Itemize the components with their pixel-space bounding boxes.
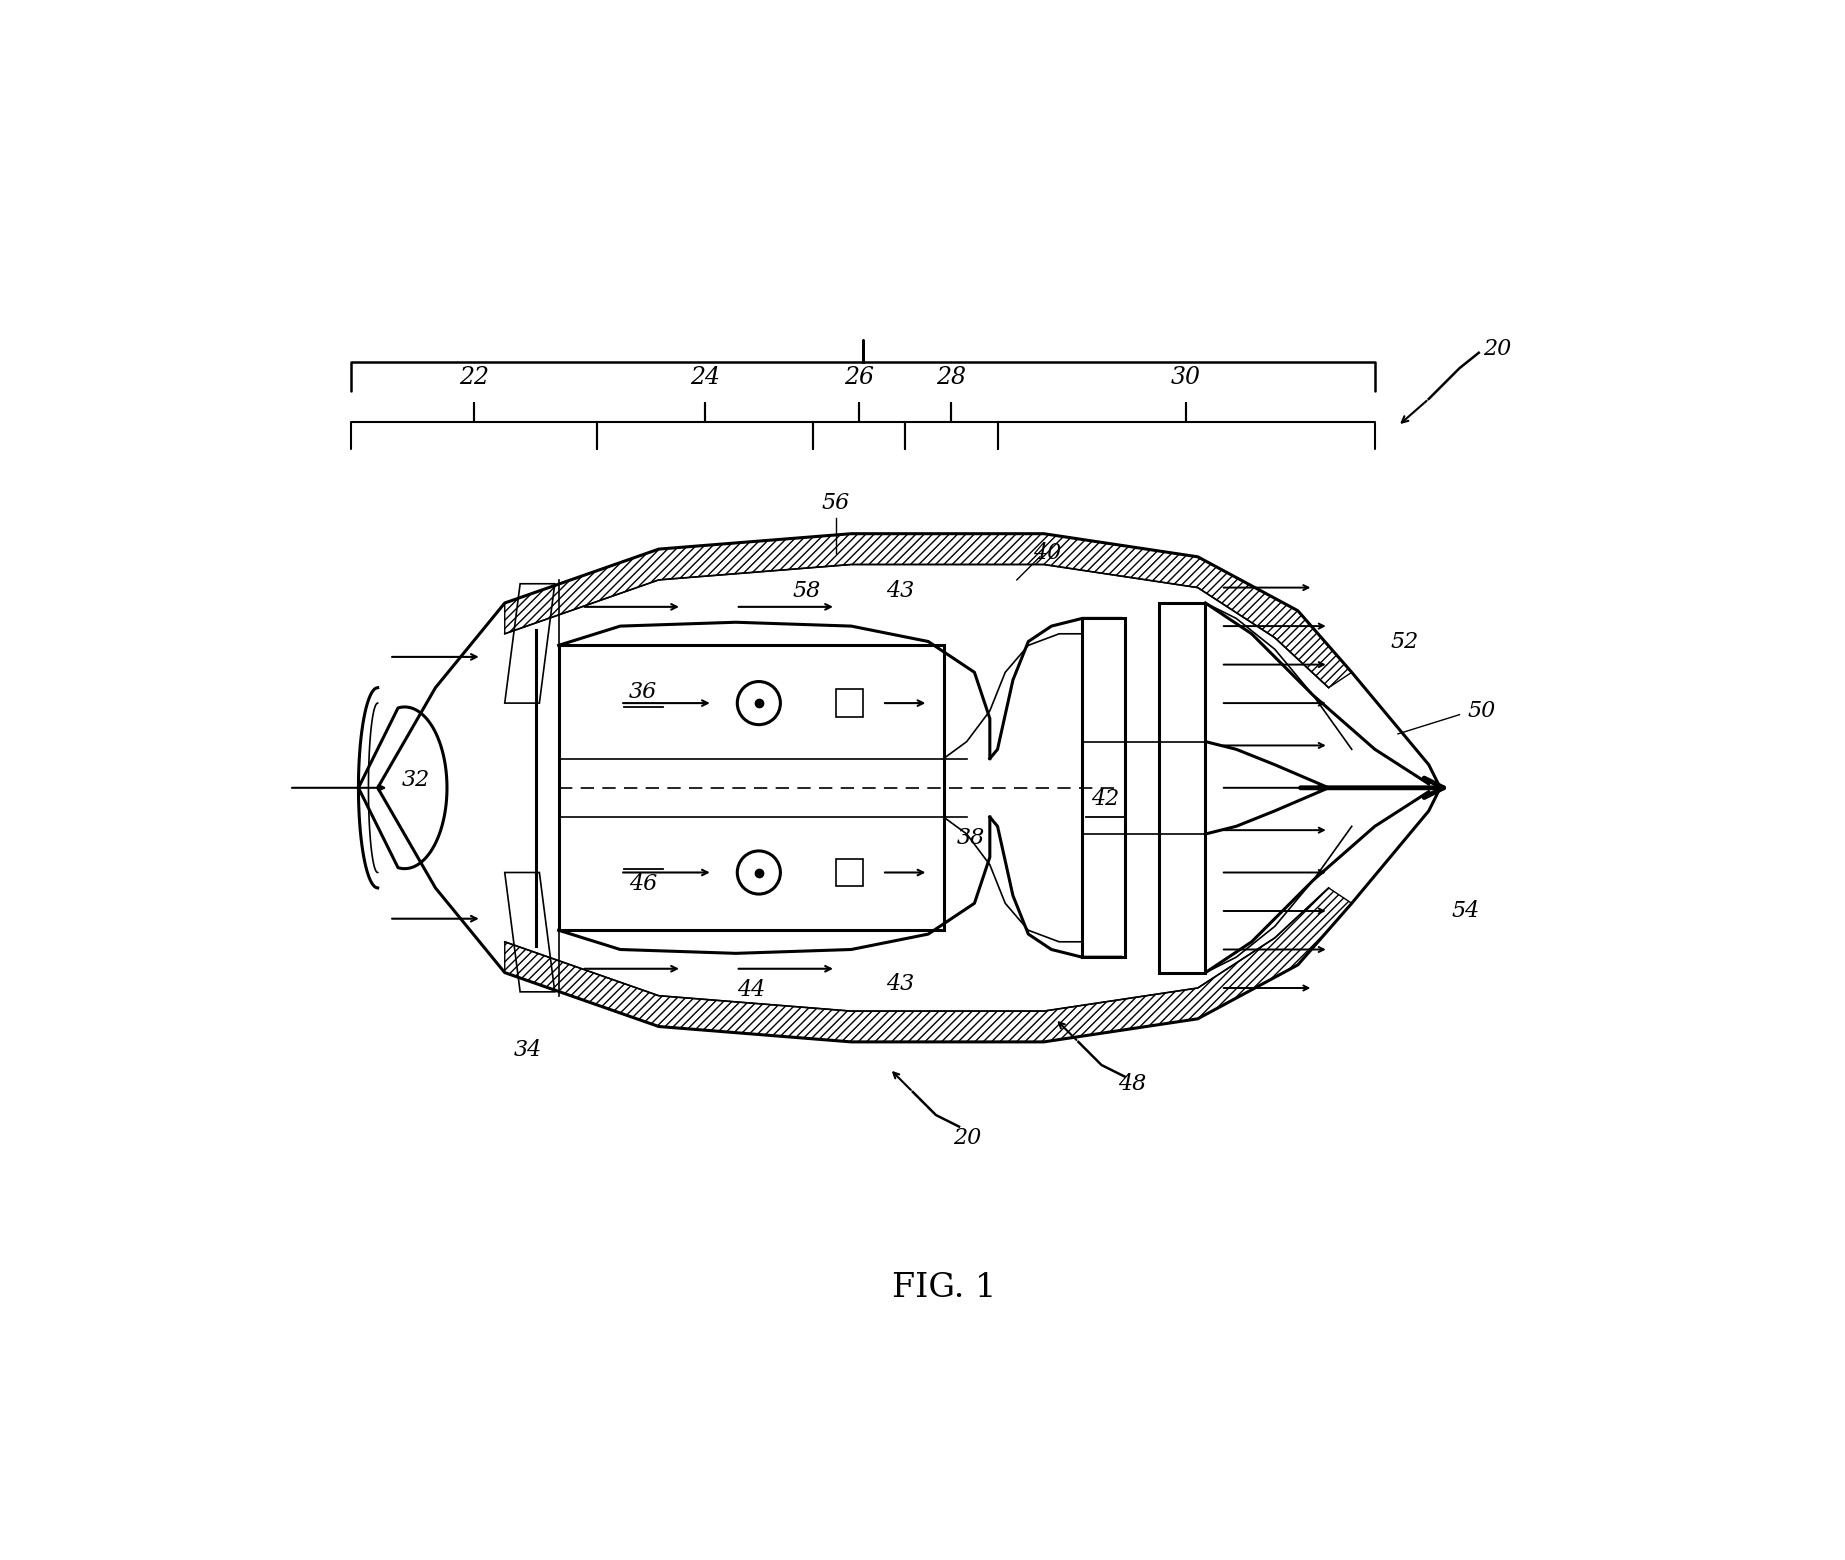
Text: 58: 58: [792, 580, 821, 602]
Text: 22: 22: [459, 367, 489, 388]
Polygon shape: [506, 534, 1352, 688]
Text: 54: 54: [1452, 900, 1480, 922]
Text: 24: 24: [690, 367, 720, 388]
Text: 50: 50: [1467, 700, 1496, 722]
Text: 36: 36: [629, 680, 657, 702]
Text: 43: 43: [886, 973, 913, 995]
Text: 46: 46: [629, 874, 657, 895]
Text: 28: 28: [937, 367, 967, 388]
Text: 42: 42: [1090, 788, 1120, 810]
Text: FIG. 1: FIG. 1: [891, 1273, 996, 1304]
Text: 44: 44: [736, 978, 766, 1000]
Text: 20: 20: [1483, 339, 1511, 360]
Text: 48: 48: [1118, 1073, 1146, 1095]
Text: 40: 40: [1033, 541, 1061, 565]
Text: 34: 34: [513, 1039, 542, 1061]
Text: 32: 32: [402, 769, 430, 791]
Polygon shape: [506, 888, 1352, 1042]
Text: 30: 30: [1172, 367, 1201, 388]
Text: 52: 52: [1391, 630, 1419, 652]
Text: 26: 26: [843, 367, 875, 388]
Text: 43: 43: [886, 580, 913, 602]
Text: 20: 20: [952, 1128, 982, 1150]
Text: 56: 56: [821, 491, 851, 513]
Text: 38: 38: [956, 827, 985, 849]
